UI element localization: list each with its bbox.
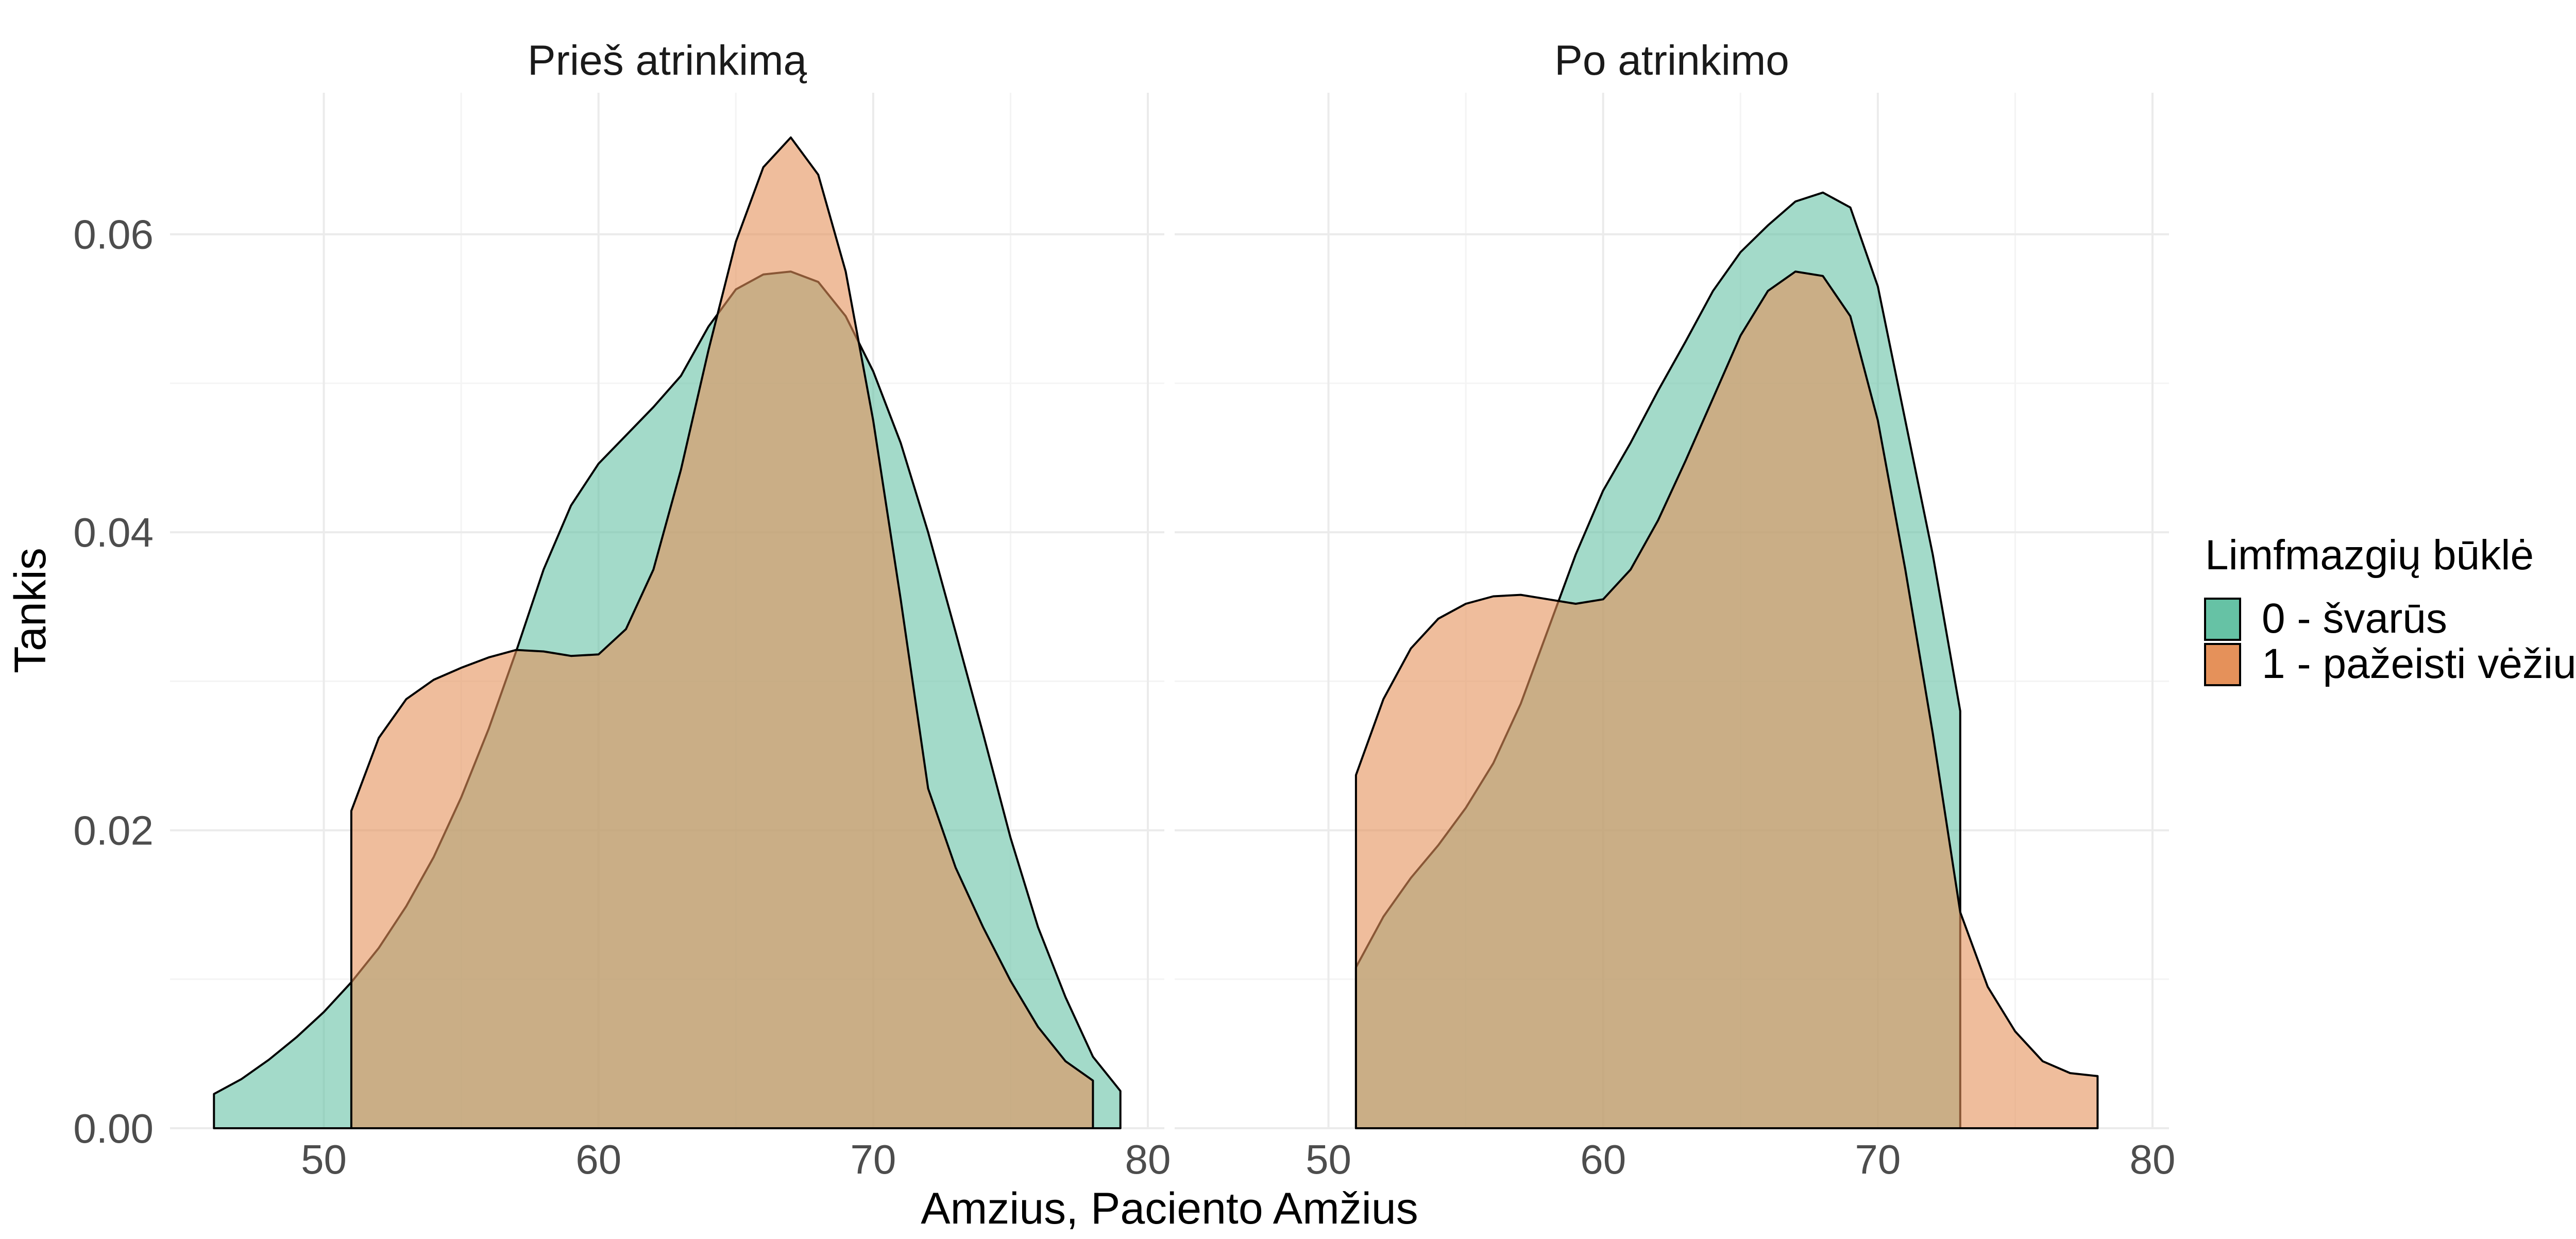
legend-swatch-affected [2204, 643, 2241, 686]
density-area-affected [350, 136, 1094, 1129]
y-tick-label: 0.00 [73, 1106, 154, 1151]
x-tick-label: 60 [1580, 1136, 1626, 1182]
legend-title: Limfmazgių būklė [2205, 532, 2534, 579]
panel-title: Po atrinkimo [1554, 37, 1789, 84]
x-tick-label: 50 [1306, 1136, 1351, 1182]
y-axis-title: Tankis [6, 548, 55, 673]
x-tick-label: 80 [1125, 1136, 1171, 1182]
x-tick-label: 60 [575, 1136, 621, 1182]
legend-label-affected: 1 - pažeisti vėžiu [2262, 640, 2576, 687]
legend-swatch-clean [2204, 598, 2241, 641]
y-tick-label: 0.06 [73, 212, 154, 258]
x-tick-label: 70 [1855, 1136, 1901, 1182]
legend-label-clean: 0 - švarūs [2262, 595, 2447, 642]
x-tick-label: 70 [850, 1136, 896, 1182]
x-axis-title: Amzius, Paciento Amžius [921, 1184, 1418, 1233]
panel-title: Prieš atrinkimą [528, 37, 807, 84]
density-area-affected [1354, 270, 2099, 1129]
x-tick-label: 80 [2130, 1136, 2176, 1182]
y-tick-label: 0.02 [73, 808, 154, 854]
x-tick-label: 50 [301, 1136, 347, 1182]
y-tick-label: 0.04 [73, 510, 154, 555]
